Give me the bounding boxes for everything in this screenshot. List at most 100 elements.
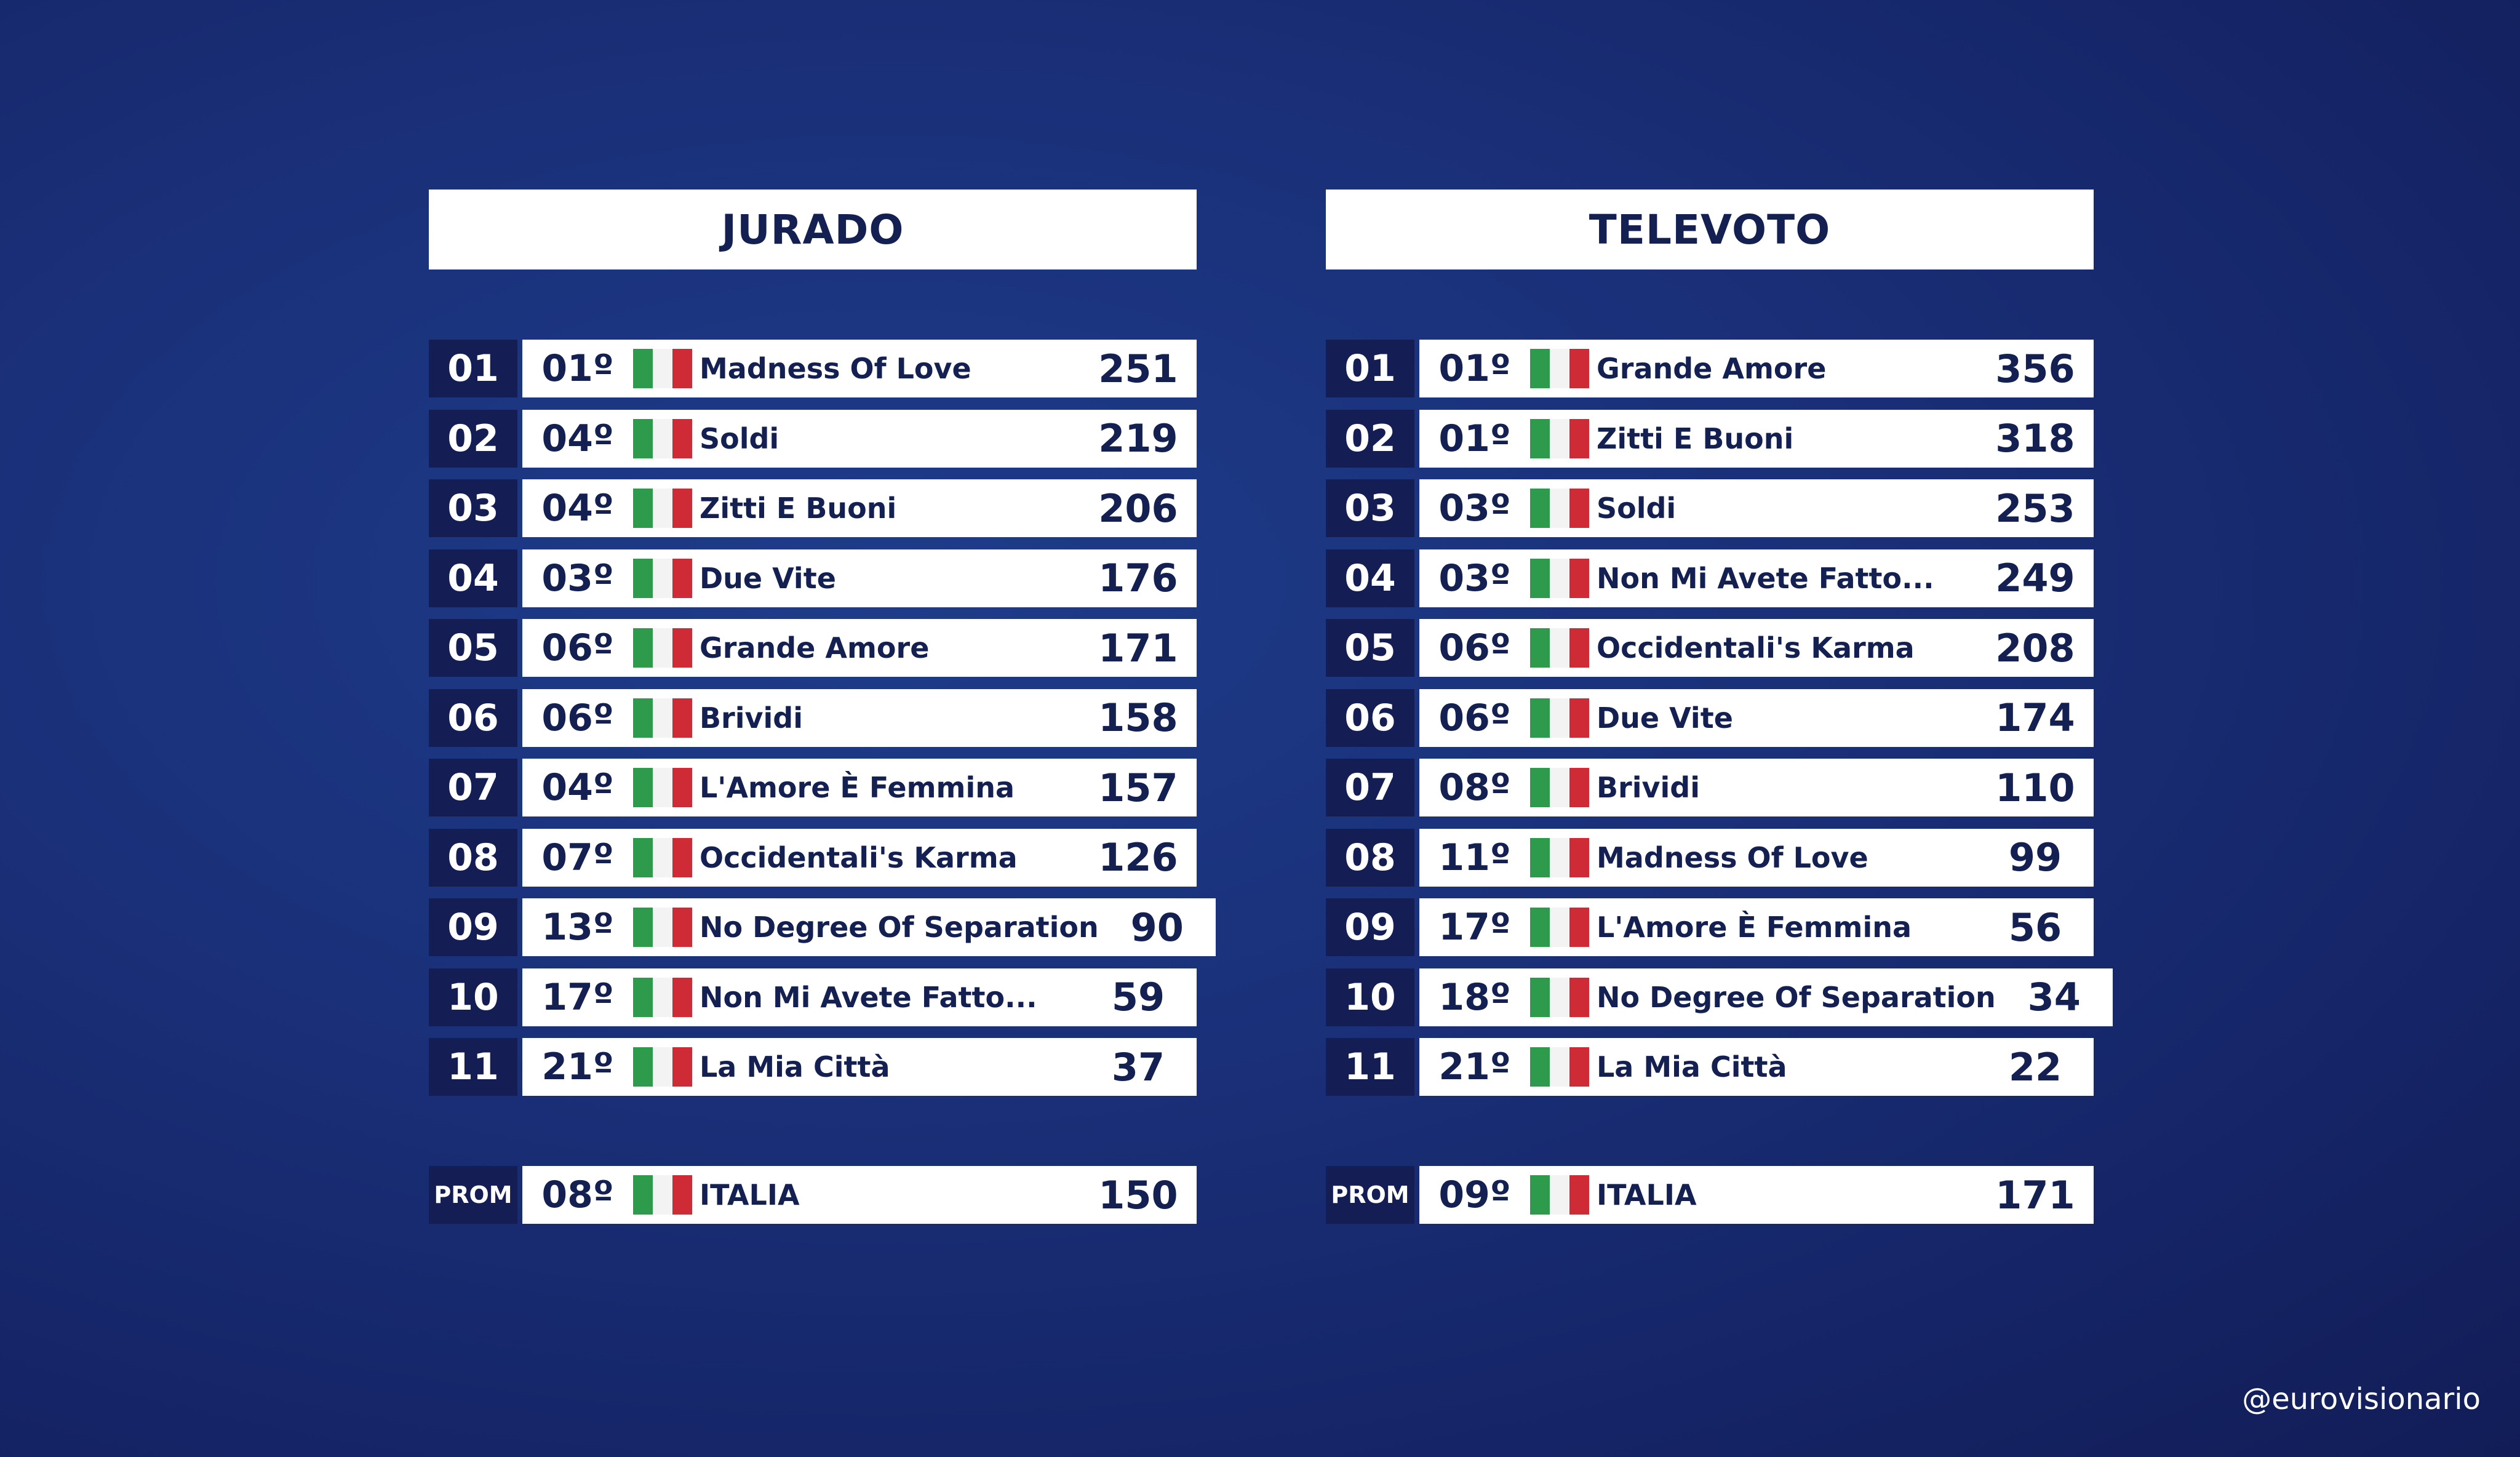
italy-flag-icon: [1530, 558, 1589, 598]
italy-flag-icon: [633, 349, 692, 388]
position: 04º: [541, 487, 614, 530]
points: 59: [1111, 975, 1165, 1020]
row-content: 04º Soldi 219: [522, 409, 1197, 468]
position: 04º: [541, 766, 614, 809]
televoto-header: TELEVOTO: [1326, 190, 2094, 269]
row-content: 03º Non Mi Avete Fatto... 249: [1419, 549, 2094, 607]
song-title: ITALIA: [1597, 1178, 1697, 1212]
rank-number: 10: [429, 968, 517, 1026]
rank-number: 01: [429, 340, 517, 397]
italy-flag-icon: [633, 977, 692, 1017]
position: 01º: [1438, 417, 1511, 460]
jurado-panel: JURADO 01 01º Madness Of Love 251 02 04º…: [429, 190, 1216, 1224]
points: 99: [2008, 835, 2062, 880]
position: 17º: [541, 975, 614, 1019]
italy-flag-icon: [633, 768, 692, 807]
row-content: 03º Due Vite 176: [522, 549, 1197, 607]
song-title: Occidentali's Karma: [1597, 631, 1915, 665]
song-title: Non Mi Avete Fatto...: [700, 980, 1037, 1014]
row-content: 08º ITALIA 150: [522, 1166, 1197, 1224]
song-title: Grande Amore: [1597, 352, 1827, 385]
position: 06º: [1438, 626, 1511, 669]
row-content: 04º L'Amore È Femmina 157: [522, 759, 1197, 816]
song-title: Due Vite: [1597, 701, 1733, 735]
italy-flag-icon: [633, 908, 692, 947]
position: 08º: [1438, 766, 1511, 809]
points: 171: [1995, 1172, 2075, 1218]
rank-number: 04: [1326, 549, 1414, 607]
rank-number: 07: [429, 759, 517, 816]
position: 03º: [1438, 487, 1511, 530]
italy-flag-icon: [1530, 628, 1589, 668]
row-content: 21º La Mia Città 37: [522, 1038, 1197, 1096]
row-content: 17º L'Amore È Femmina 56: [1419, 898, 2094, 956]
average-row: PROM 09º ITALIA 171: [1326, 1166, 2094, 1224]
italy-flag-icon: [1530, 349, 1589, 388]
italy-flag-icon: [633, 558, 692, 598]
points: 22: [2008, 1044, 2062, 1090]
song-title: Brividi: [1597, 771, 1700, 804]
ranking-row: 06 06º Brividi 158: [429, 689, 1197, 747]
song-title: Madness Of Love: [700, 352, 971, 385]
row-content: 07º Occidentali's Karma 126: [522, 828, 1197, 887]
ranking-row: 08 11º Madness Of Love 99: [1326, 828, 2094, 887]
points: 208: [1995, 625, 2075, 671]
ranking-row: 11 21º La Mia Città 37: [429, 1038, 1197, 1096]
televoto-panel: TELEVOTO 01 01º Grande Amore 356 02 01º …: [1326, 190, 2113, 1224]
jurado-rows: 01 01º Madness Of Love 251 02 04º Soldi …: [429, 340, 1216, 1224]
rank-number: 05: [429, 619, 517, 677]
position: 03º: [541, 556, 614, 600]
song-title: La Mia Città: [700, 1050, 890, 1084]
row-content: 21º La Mia Città 22: [1419, 1038, 2094, 1096]
rank-number: 06: [429, 689, 517, 747]
points: 253: [1995, 485, 2075, 531]
row-content: 13º No Degree Of Separation 90: [522, 898, 1216, 956]
row-content: 06º Brividi 158: [522, 689, 1197, 747]
position: 06º: [541, 626, 614, 669]
social-handle: @eurovisionario: [2242, 1382, 2481, 1416]
points: 174: [1995, 695, 2075, 740]
position: 06º: [1438, 696, 1511, 740]
row-content: 04º Zitti E Buoni 206: [522, 479, 1197, 537]
ranking-row: 01 01º Madness Of Love 251: [429, 340, 1197, 397]
average-row: PROM 08º ITALIA 150: [429, 1166, 1197, 1224]
ranking-row: 09 17º L'Amore È Femmina 56: [1326, 898, 2094, 956]
position: 01º: [541, 347, 614, 390]
italy-flag-icon: [633, 837, 692, 877]
ranking-row: 02 01º Zitti E Buoni 318: [1326, 409, 2094, 468]
rank-number: 04: [429, 549, 517, 607]
position: 13º: [541, 906, 614, 949]
song-title: No Degree Of Separation: [1597, 980, 1996, 1014]
rank-number: 09: [1326, 898, 1414, 956]
ranking-row: 08 07º Occidentali's Karma 126: [429, 828, 1197, 887]
points: 251: [1098, 346, 1178, 391]
ranking-row: 07 08º Brividi 110: [1326, 759, 2094, 816]
rank-number: 02: [1326, 409, 1414, 468]
italy-flag-icon: [1530, 977, 1589, 1017]
row-content: 11º Madness Of Love 99: [1419, 828, 2094, 887]
points: 56: [2008, 904, 2062, 950]
ranking-row: 09 13º No Degree Of Separation 90: [429, 898, 1216, 956]
row-content: 01º Zitti E Buoni 318: [1419, 409, 2094, 468]
ranking-row: 04 03º Non Mi Avete Fatto... 249: [1326, 549, 2094, 607]
song-title: Soldi: [700, 421, 780, 455]
song-title: Grande Amore: [700, 631, 930, 665]
italy-flag-icon: [1530, 837, 1589, 877]
song-title: Madness Of Love: [1597, 840, 1868, 874]
row-content: 06º Grande Amore 171: [522, 619, 1197, 677]
italy-flag-icon: [633, 1047, 692, 1087]
italy-flag-icon: [1530, 908, 1589, 947]
points: 318: [1995, 416, 2075, 461]
rank-number: 03: [429, 479, 517, 537]
rank-number: 07: [1326, 759, 1414, 816]
position: 09º: [1438, 1173, 1511, 1216]
song-title: Brividi: [700, 701, 803, 735]
rank-number: 09: [429, 898, 517, 956]
points: 176: [1098, 556, 1178, 601]
position: 21º: [1438, 1045, 1511, 1088]
points: 206: [1098, 485, 1178, 531]
song-title: Soldi: [1597, 492, 1677, 525]
song-title: La Mia Città: [1597, 1050, 1787, 1084]
rank-number: PROM: [429, 1166, 517, 1224]
ranking-row: 11 21º La Mia Città 22: [1326, 1038, 2094, 1096]
